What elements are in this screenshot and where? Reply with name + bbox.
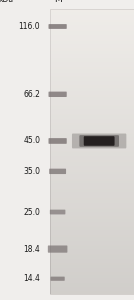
Text: 116.0: 116.0 [19,22,40,31]
Text: 18.4: 18.4 [23,244,40,253]
Text: 25.0: 25.0 [23,208,40,217]
FancyBboxPatch shape [79,135,119,147]
FancyBboxPatch shape [51,277,65,281]
FancyBboxPatch shape [72,134,126,148]
Text: 66.2: 66.2 [23,90,40,99]
Text: kDa: kDa [0,0,13,4]
FancyBboxPatch shape [49,92,67,97]
FancyBboxPatch shape [49,24,67,29]
FancyBboxPatch shape [50,210,65,214]
Text: M: M [54,0,62,4]
FancyBboxPatch shape [48,245,67,253]
Text: 45.0: 45.0 [23,136,40,146]
FancyBboxPatch shape [49,169,66,174]
FancyBboxPatch shape [49,138,67,144]
Text: 35.0: 35.0 [23,167,40,176]
Text: 14.4: 14.4 [23,274,40,283]
FancyBboxPatch shape [84,136,115,146]
FancyBboxPatch shape [50,9,134,294]
